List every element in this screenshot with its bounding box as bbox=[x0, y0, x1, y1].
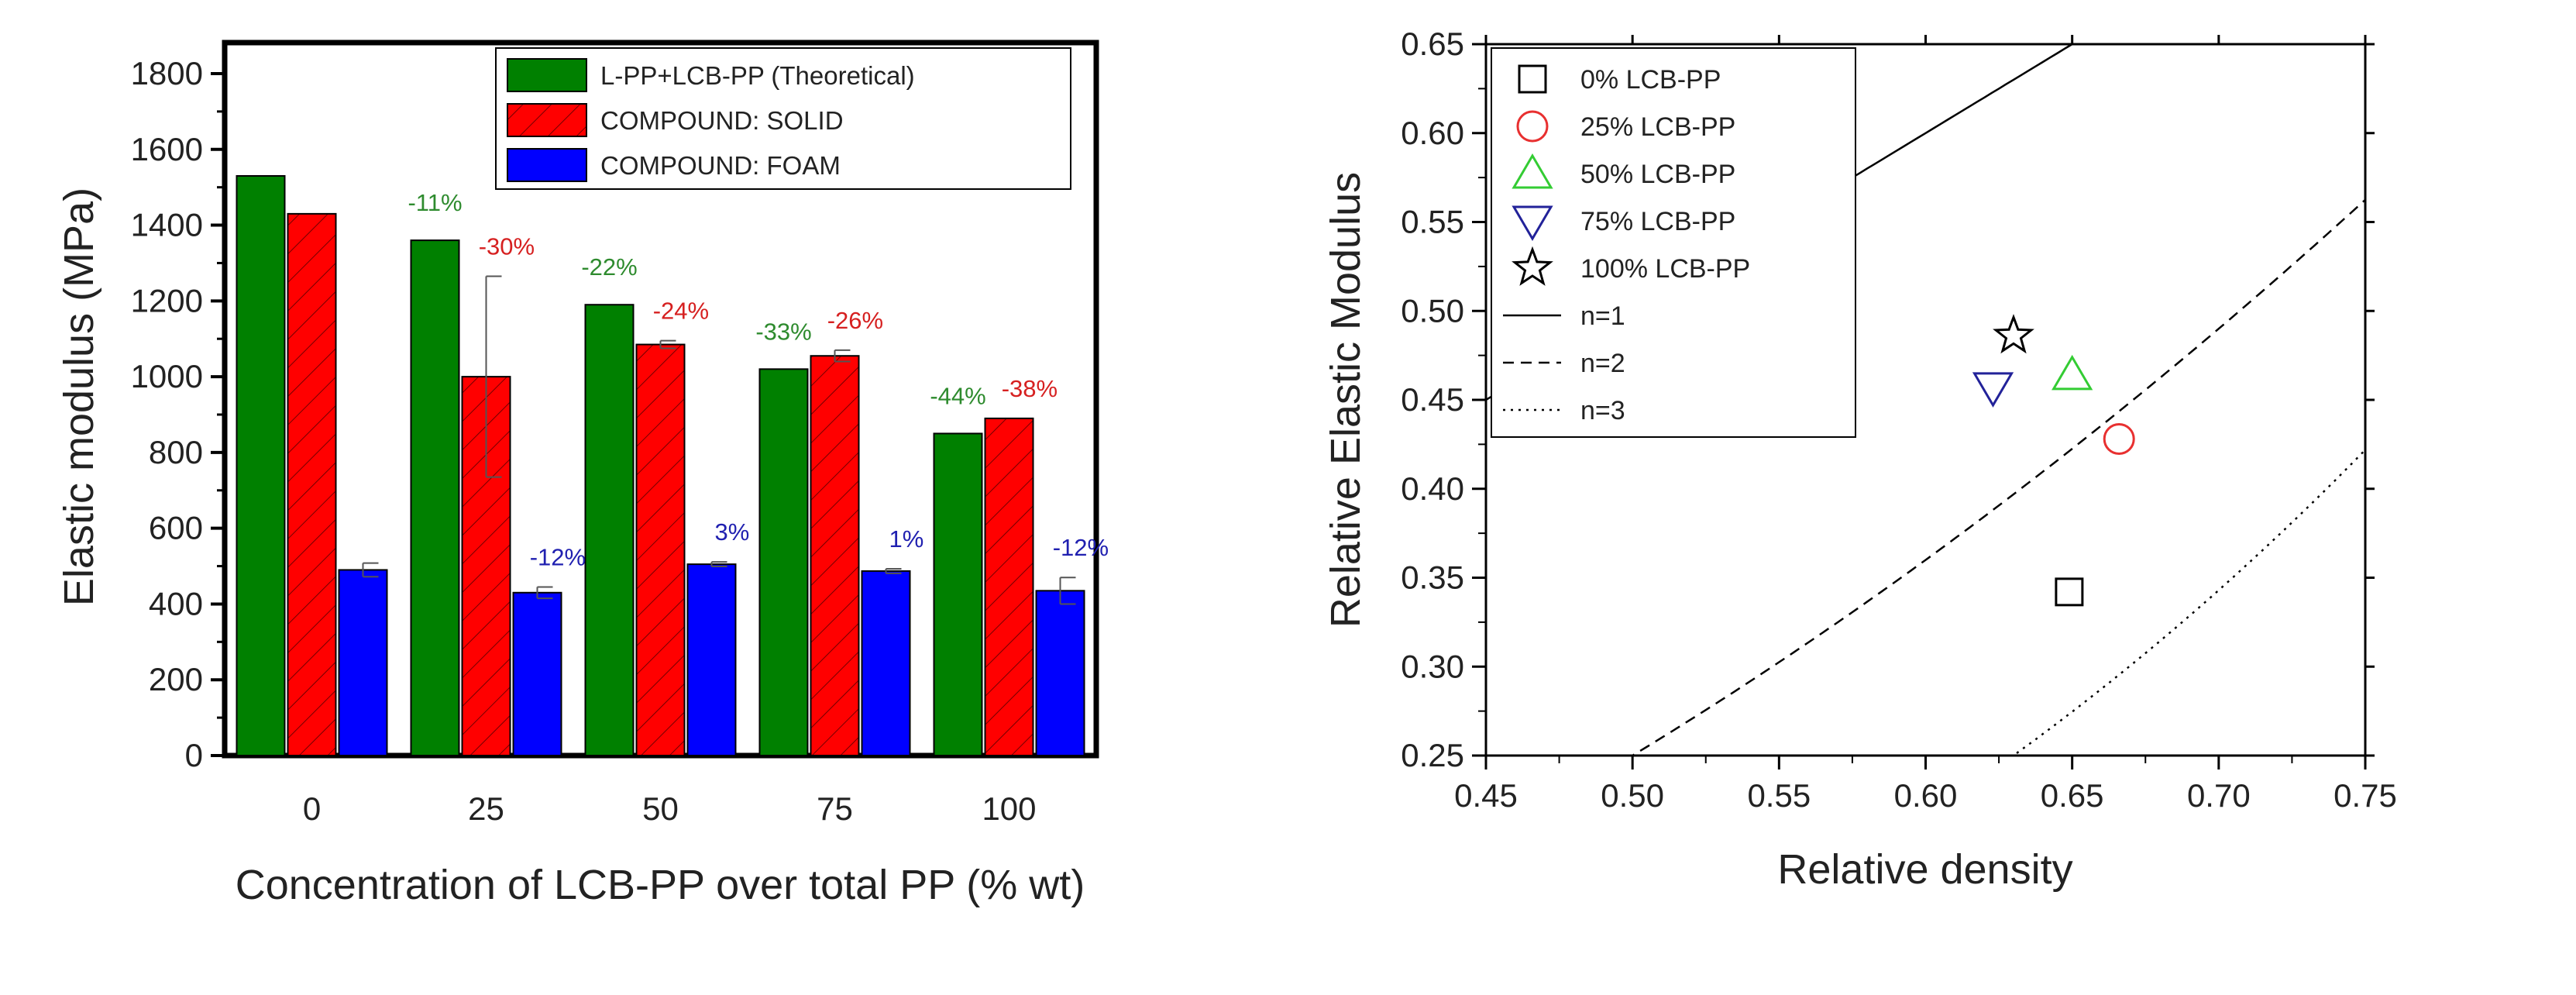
scatter-x-tick-label: 0.70 bbox=[2187, 777, 2251, 814]
bar-x-tick-label: 75 bbox=[817, 790, 853, 827]
scatter-legend-label: 25% LCB-PP bbox=[1580, 112, 1735, 142]
scatter-legend-label: n=1 bbox=[1580, 301, 1625, 331]
bar-legend-label: COMPOUND: SOLID bbox=[600, 106, 844, 135]
bar-y-tick-label: 1200 bbox=[131, 282, 203, 318]
bar-y-tick-label: 0 bbox=[185, 737, 203, 773]
bar-pct-label: -11% bbox=[408, 189, 462, 216]
scatter-y-tick-label: 0.60 bbox=[1401, 115, 1464, 151]
bar-2 bbox=[338, 569, 388, 757]
bar-legend-box bbox=[495, 47, 1071, 190]
bar-y-ticks: 0 200 400 600 800 1000 1200 1400 1600 1800 bbox=[131, 55, 225, 773]
scatter-legend-label: 75% LCB-PP bbox=[1580, 207, 1735, 236]
scatter-legend-marker bbox=[1512, 246, 1553, 286]
bar-2 bbox=[512, 591, 562, 756]
bar-hatch bbox=[287, 213, 336, 756]
bar-y-tick-label: 1800 bbox=[131, 55, 203, 91]
scatter-point bbox=[2052, 354, 2093, 391]
bar-pct-label: -24% bbox=[653, 298, 709, 325]
bar-legend-swatch bbox=[507, 148, 587, 182]
bar-chart: 0 200 400 600 800 1000 1200 1400 1600 1800 0 25 50 7… bbox=[56, 40, 1109, 908]
scatter-point bbox=[1993, 314, 2034, 354]
bar-hatch bbox=[636, 344, 685, 756]
bar-x-tick-label: 25 bbox=[468, 790, 504, 827]
scatter-legend-box bbox=[1491, 47, 1856, 438]
bar-legend-label: L-PP+LCB-PP (Theoretical) bbox=[600, 61, 915, 90]
bar-legend-label: COMPOUND: FOAM bbox=[600, 151, 841, 180]
bar-0 bbox=[758, 368, 809, 756]
bar-y-tick-label: 1000 bbox=[131, 358, 203, 394]
bar-y-tick-label: 1400 bbox=[131, 207, 203, 243]
scatter-x-tick-label: 0.50 bbox=[1601, 777, 1664, 814]
scatter-y-tick-label: 0.65 bbox=[1401, 26, 1464, 62]
bar-x-ticks: 0 25 50 75 100 bbox=[303, 790, 1037, 827]
bar-legend: L-PP+LCB-PP (Theoretical) COMPOUND: SOLID… bbox=[495, 47, 1071, 190]
scatter-legend-marker bbox=[1516, 110, 1549, 143]
bar-y-tick-label: 800 bbox=[149, 434, 203, 470]
bar-legend-swatch-hatch bbox=[507, 104, 586, 136]
scatter-legend-label: n=2 bbox=[1580, 349, 1625, 378]
scatter-legend-marker bbox=[1512, 153, 1553, 189]
scatter-y-tick-label: 0.35 bbox=[1401, 559, 1464, 596]
scatter-ticks: 0.45 0.50 0.55 0.60 0.65 0.70 0.75 0.25 0.30 0.35… bbox=[1401, 26, 2397, 814]
scatter-y-tick-label: 0.50 bbox=[1401, 292, 1464, 329]
scatter-legend: 0% LCB-PP 25% LCB-PP 50% LCB-PP 75% LCB-PP 1… bbox=[1491, 47, 1856, 438]
bar-pct-label: -26% bbox=[827, 307, 883, 334]
bar-2 bbox=[1035, 590, 1085, 756]
scatter-y-tick-label: 0.25 bbox=[1401, 737, 1464, 773]
scatter-legend-label: n=3 bbox=[1580, 396, 1625, 425]
bar-pct-label: -38% bbox=[1002, 375, 1058, 402]
bar-0 bbox=[584, 304, 635, 756]
bar-y-tick-label: 400 bbox=[149, 585, 203, 621]
scatter-x-tick-label: 0.75 bbox=[2334, 777, 2397, 814]
model-curve bbox=[1630, 198, 2365, 756]
bar-pct-label: -12% bbox=[1053, 534, 1109, 561]
scatter-x-tick-label: 0.55 bbox=[1747, 777, 1811, 814]
bar-y-tick-label: 1600 bbox=[131, 131, 203, 167]
scatter-y-tick-label: 0.45 bbox=[1401, 381, 1464, 418]
bar-legend-swatch bbox=[507, 58, 587, 92]
bar-0 bbox=[236, 175, 286, 756]
scatter-y-axis-title: Relative Elastic Modulus bbox=[1322, 172, 1369, 628]
scatter-point bbox=[1972, 372, 2014, 408]
scatter-legend-label: 50% LCB-PP bbox=[1580, 160, 1735, 189]
scatter-legend-marker bbox=[1512, 205, 1553, 241]
bar-pct-label: -44% bbox=[930, 382, 985, 409]
scatter-point bbox=[2055, 577, 2084, 607]
scatter-x-axis-title: Relative density bbox=[1777, 846, 2072, 893]
scatter-y-tick-label: 0.55 bbox=[1401, 204, 1464, 240]
scatter-point bbox=[2103, 422, 2135, 455]
bar-hatch bbox=[985, 418, 1033, 756]
scatter-legend-label: 0% LCB-PP bbox=[1580, 65, 1721, 95]
bar-y-axis-title: Elastic modulus (MPa) bbox=[56, 188, 102, 606]
bar-pct-labels: -11% -30% -12% -22% -24% 3% -33% -26% 1% -44% -38%… bbox=[408, 189, 1109, 570]
bar-2 bbox=[861, 570, 911, 757]
bar-series bbox=[236, 175, 1085, 757]
bar-pct-label: 3% bbox=[714, 518, 749, 546]
scatter-x-tick-label: 0.60 bbox=[1894, 777, 1958, 814]
scatter-chart: 0.45 0.50 0.55 0.60 0.65 0.70 0.75 0.25 0.30 0.35… bbox=[1322, 26, 2397, 893]
bar-pct-label: -22% bbox=[581, 253, 637, 281]
scatter-y-tick-label: 0.30 bbox=[1401, 648, 1464, 684]
bar-2 bbox=[686, 563, 737, 756]
scatter-x-tick-label: 0.65 bbox=[2041, 777, 2104, 814]
bar-0 bbox=[933, 432, 983, 756]
bar-pct-label: -30% bbox=[479, 233, 535, 260]
bar-x-tick-label: 0 bbox=[303, 790, 321, 827]
bar-hatch bbox=[810, 356, 859, 756]
scatter-legend-label: 100% LCB-PP bbox=[1580, 254, 1750, 284]
bar-0 bbox=[410, 239, 460, 757]
bar-x-axis-title: Concentration of LCB-PP over total PP (%… bbox=[236, 862, 1085, 908]
bar-pct-label: -12% bbox=[530, 543, 586, 570]
bar-y-tick-label: 200 bbox=[149, 661, 203, 697]
scatter-legend-marker bbox=[1518, 64, 1547, 94]
bar-x-tick-label: 50 bbox=[642, 790, 679, 827]
scatter-y-tick-label: 0.40 bbox=[1401, 470, 1464, 507]
scatter-x-tick-label: 0.45 bbox=[1454, 777, 1518, 814]
bar-pct-label: 1% bbox=[889, 525, 923, 553]
bar-x-tick-label: 100 bbox=[982, 790, 1036, 827]
bar-pct-label: -33% bbox=[755, 318, 811, 345]
scatter-points bbox=[1972, 314, 2135, 607]
bar-y-tick-label: 600 bbox=[149, 510, 203, 546]
